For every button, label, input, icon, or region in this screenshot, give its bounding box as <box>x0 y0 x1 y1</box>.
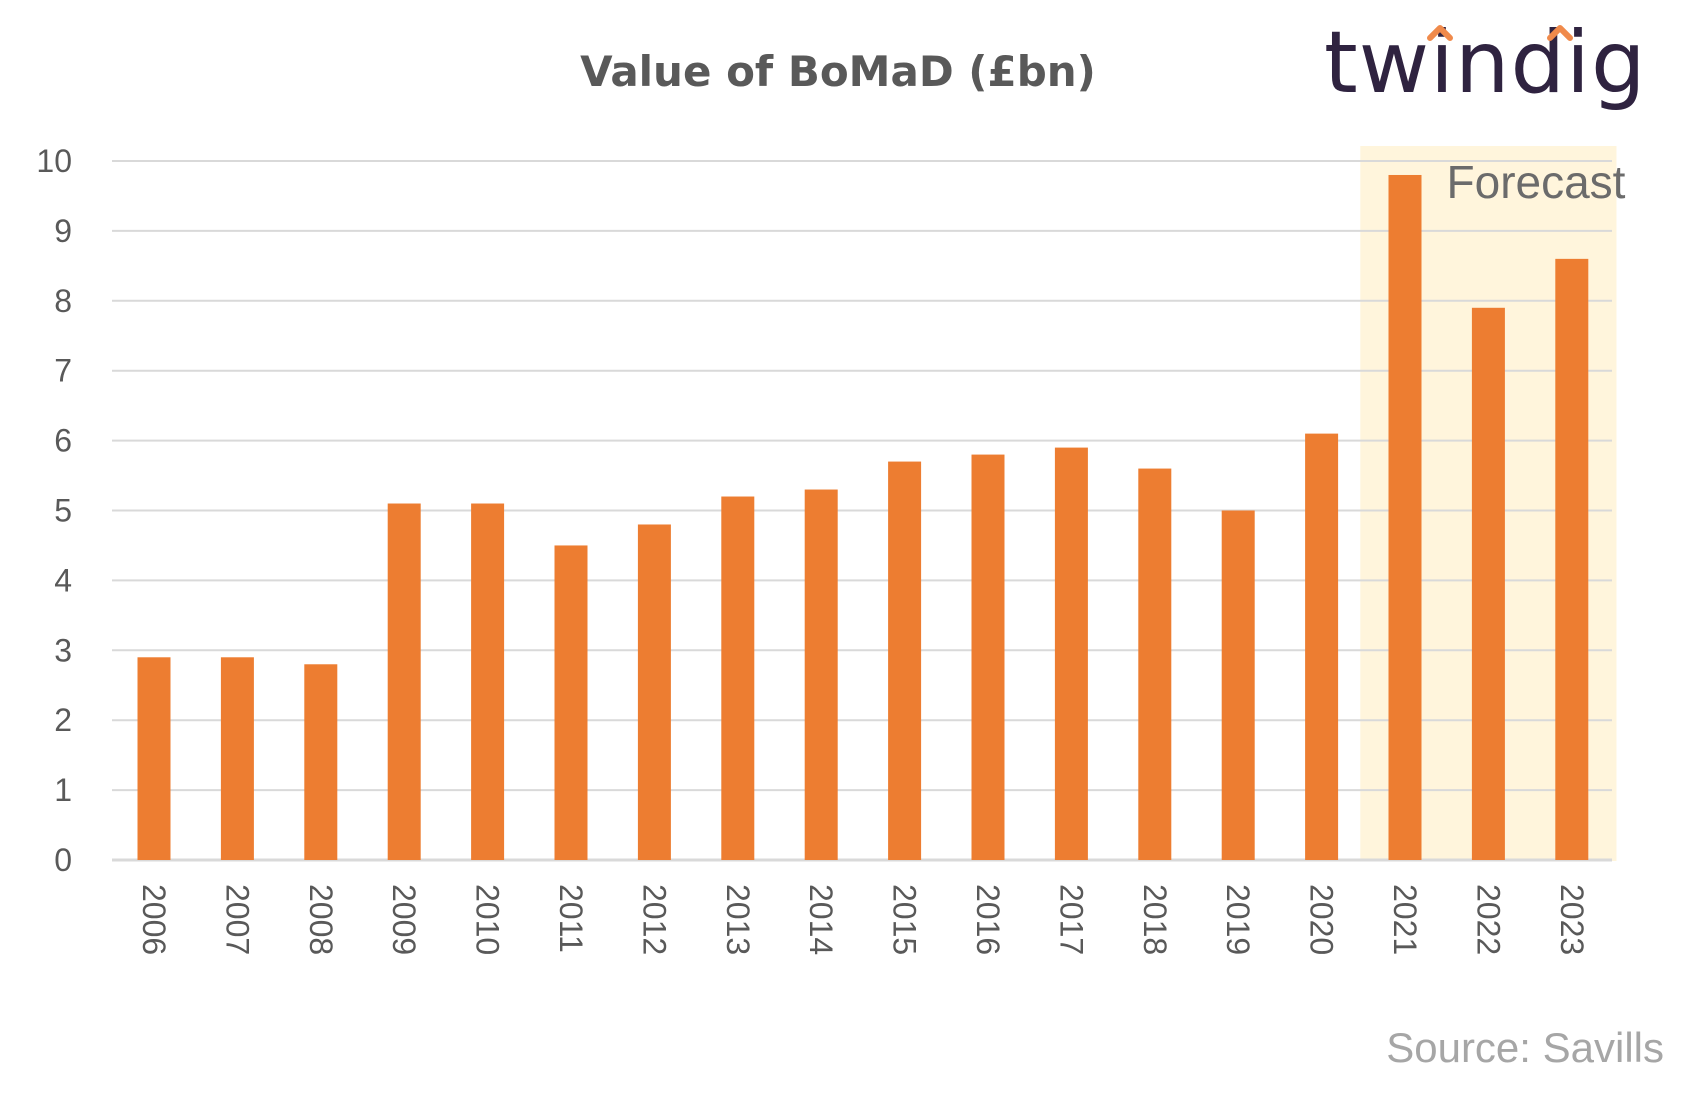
x-tick-label: 2015 <box>887 884 923 955</box>
y-tick-label: 9 <box>54 213 72 249</box>
x-tick-label: 2023 <box>1554 884 1590 955</box>
bar-2017 <box>1054 447 1088 860</box>
chart-title: Value of BoMaD (£bn) <box>580 47 1096 96</box>
y-tick-label: 8 <box>54 283 72 319</box>
y-tick-label: 0 <box>54 842 72 878</box>
bar-2008 <box>304 664 338 860</box>
logo-chevron-icon <box>1547 25 1573 41</box>
x-tick-label: 2010 <box>470 884 506 955</box>
x-tick-label: 2006 <box>136 884 172 955</box>
bar-2011 <box>554 545 588 860</box>
bar-2016 <box>971 454 1005 860</box>
y-tick-label: 10 <box>36 143 72 179</box>
logo-chevron-icon <box>1427 25 1453 41</box>
x-tick-label: 2018 <box>1137 884 1173 955</box>
y-tick-label: 6 <box>54 423 72 459</box>
x-tick-label: 2019 <box>1220 884 1256 955</box>
bar-2023 <box>1555 258 1589 860</box>
bar-2009 <box>387 503 421 860</box>
y-tick-label: 3 <box>54 632 72 668</box>
y-tick-label: 5 <box>54 493 72 529</box>
bar-2015 <box>888 461 922 860</box>
bar-2018 <box>1138 468 1172 860</box>
bar-2012 <box>637 524 671 860</box>
bar-2006 <box>137 657 171 860</box>
x-tick-label: 2011 <box>553 884 589 953</box>
bar-2021 <box>1388 174 1422 861</box>
x-tick-label: 2021 <box>1387 884 1423 955</box>
bar-2022 <box>1471 307 1505 860</box>
twindig-logo: twindig <box>1324 13 1647 113</box>
x-tick-label: 2009 <box>386 884 422 955</box>
x-tick-label: 2007 <box>219 884 255 955</box>
x-tick-label: 2017 <box>1053 884 1089 955</box>
x-tick-label: 2008 <box>303 884 339 955</box>
y-axis-ticks: 0 1 2 3 4 5 6 7 8 9 10 <box>36 143 72 878</box>
bar-2010 <box>471 503 505 860</box>
bar-2007 <box>220 657 254 860</box>
bar-2020 <box>1305 433 1339 860</box>
forecast-annotation: Forecast <box>1447 156 1626 208</box>
y-tick-label: 2 <box>54 702 72 738</box>
y-tick-label: 1 <box>54 772 72 808</box>
bars <box>137 174 1589 861</box>
x-tick-label: 2014 <box>803 884 839 955</box>
x-tick-label: 2013 <box>720 884 756 955</box>
x-tick-label: 2012 <box>636 884 672 955</box>
bar-2014 <box>804 489 838 860</box>
y-tick-label: 4 <box>54 562 72 598</box>
y-tick-label: 7 <box>54 353 72 389</box>
source-note: Source: Savills <box>1386 1024 1664 1071</box>
x-tick-label: 2022 <box>1470 884 1506 955</box>
bar-2013 <box>721 496 755 860</box>
x-tick-label: 2016 <box>970 884 1006 955</box>
x-axis-ticks: 2006 2007 2008 2009 2010 2011 2012 2013 2014 2015… <box>136 884 1590 955</box>
bar-2019 <box>1221 510 1255 860</box>
gridlines <box>112 160 1612 862</box>
logo-wordmark: twindig <box>1324 13 1647 113</box>
x-tick-label: 2020 <box>1304 884 1340 955</box>
